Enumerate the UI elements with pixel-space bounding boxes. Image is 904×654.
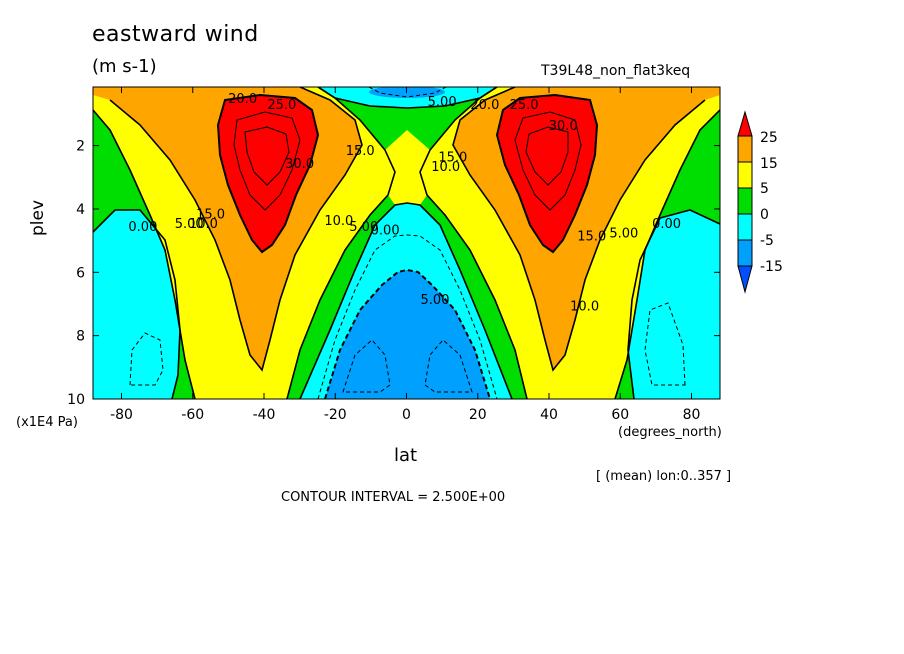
contour-label: 15.0 xyxy=(577,230,606,245)
colorbar-box-orange xyxy=(737,135,753,163)
contour-label: 25.0 xyxy=(267,98,296,113)
chart-units: (m s-1) xyxy=(92,56,157,77)
contour-label: 0.00 xyxy=(371,223,400,238)
contour-interval: CONTOUR INTERVAL = 2.500E+00 xyxy=(281,490,506,505)
contour-label: 10.0 xyxy=(324,214,353,229)
averaging-note: [ (mean) lon:0..357 ] xyxy=(596,469,732,484)
x-tick-label: 80 xyxy=(683,407,701,423)
y-tick-label: 4 xyxy=(76,202,85,218)
contour-label: 15.0 xyxy=(196,207,225,222)
x-tick-label: 60 xyxy=(611,407,629,423)
contour-label: 15.0 xyxy=(438,150,467,165)
y-tick-label: 10 xyxy=(67,392,85,408)
contour-fills xyxy=(93,87,720,399)
x-tick-label: 20 xyxy=(469,407,487,423)
x-tick-label: 0 xyxy=(402,407,411,423)
contour-label: 5.00 xyxy=(175,217,204,232)
equatorial-easterly-core xyxy=(325,270,490,399)
colorbar-label: 15 xyxy=(760,156,778,172)
x-axis-units: (degrees_north) xyxy=(618,425,722,440)
contour-label: 5.00 xyxy=(428,95,457,110)
colorbar-label: 0 xyxy=(760,207,769,223)
contour-labels: 20.0 25.030.015.010.05.000.0015.010.05.00… xyxy=(128,92,681,314)
jet-north-core xyxy=(497,95,597,252)
contour-label: 30.0 xyxy=(549,119,578,134)
colorbar-label: 5 xyxy=(760,181,769,197)
contour-label: 30.0 xyxy=(285,157,314,172)
contour-label: 20.0 xyxy=(228,92,257,107)
contour-label: 0.00 xyxy=(128,220,157,235)
contour-label: 15.0 xyxy=(346,144,375,159)
x-tick-label: -60 xyxy=(181,407,204,423)
run-name: T39L48_non_flat3keq xyxy=(541,63,691,79)
y-axis-units: (x1E4 Pa) xyxy=(16,415,78,430)
x-tick-label: -20 xyxy=(324,407,347,423)
contour-label: 20.0 xyxy=(470,98,499,113)
polar-easterlies-south xyxy=(93,210,180,399)
x-tick-label: -80 xyxy=(110,407,133,423)
y-ticks: 2 4 6 8 10 xyxy=(67,139,720,408)
chart-title: eastward wind xyxy=(92,22,259,47)
y-tick-label: 2 xyxy=(76,139,85,155)
contour-lines xyxy=(93,87,720,399)
contour-label: 0.00 xyxy=(652,217,681,232)
colorbar-box-blue xyxy=(737,239,753,267)
contour-label: 25.0 xyxy=(510,98,539,113)
polar-easterlies-north xyxy=(628,210,720,399)
contour-label: 10.0 xyxy=(570,299,599,314)
colorbar-bottom-arrow xyxy=(737,265,753,294)
colorbar-box-yellow xyxy=(737,161,753,189)
x-tick-label: -40 xyxy=(253,407,276,423)
colorbar: 25 15 5 0 -5 -15 xyxy=(737,110,783,294)
colorbar-top-arrow xyxy=(737,110,753,137)
y-tick-label: 8 xyxy=(76,329,85,345)
x-axis-label: lat xyxy=(394,445,418,466)
x-tick-label: 40 xyxy=(540,407,558,423)
colorbar-label: 25 xyxy=(760,130,778,146)
x-ticks: -80 -60 -40 -20 0 20 40 60 80 xyxy=(110,87,700,423)
contour-label: 10.0 xyxy=(431,160,460,175)
contour-label: 5.00 xyxy=(609,226,638,241)
colorbar-box-cyan xyxy=(737,213,753,241)
contour-label: 5.00 xyxy=(421,293,450,308)
colorbar-label: -5 xyxy=(760,233,774,249)
colorbar-labels: 25 15 5 0 -5 -15 xyxy=(760,130,783,275)
jet-south-core xyxy=(218,95,318,252)
equatorial-yellow-bridge xyxy=(385,130,430,205)
contour-label: 5.00 xyxy=(349,220,378,235)
colorbar-box-green xyxy=(737,187,753,215)
contour-label: 10.0 xyxy=(189,217,218,232)
colorbar-label: -15 xyxy=(760,259,783,275)
y-tick-label: 6 xyxy=(76,265,85,281)
